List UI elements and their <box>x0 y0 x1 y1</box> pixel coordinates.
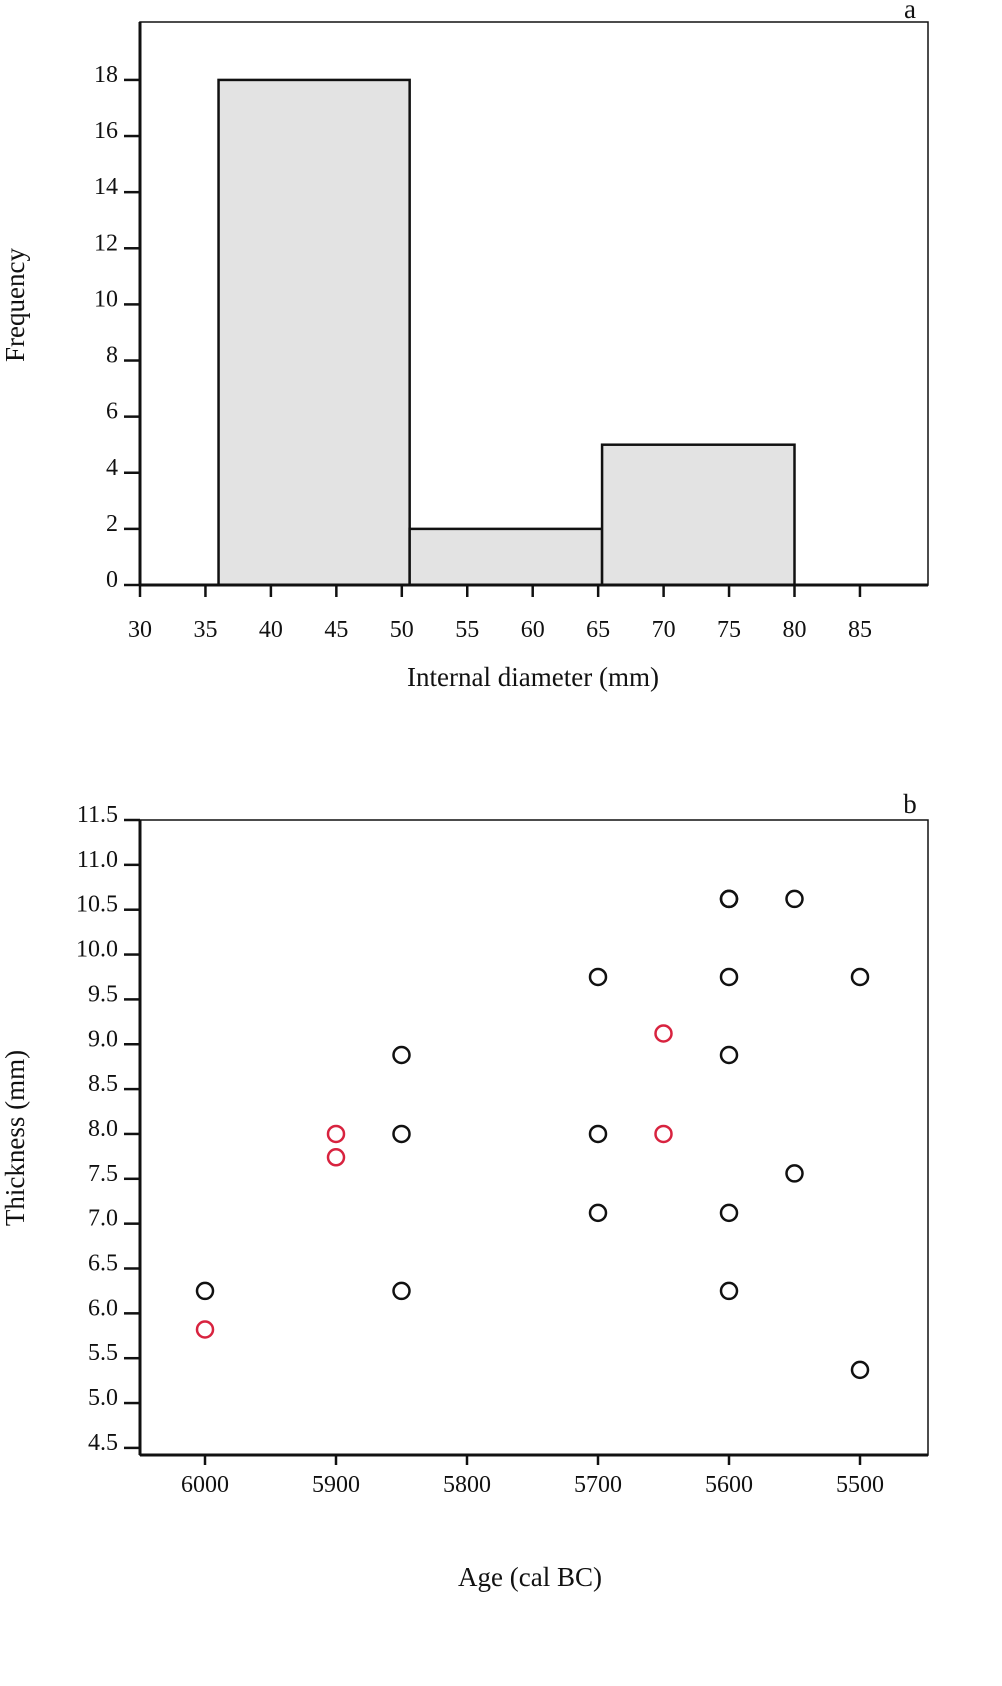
y-tick-label: 6 <box>106 399 118 425</box>
histogram-bar-1 <box>408 527 604 587</box>
x-tick-label: 5600 <box>705 1472 753 1498</box>
y-tick-label: 6.0 <box>88 1295 118 1321</box>
histogram-bar-0 <box>217 78 411 587</box>
y-tick-label: 10 <box>94 286 118 312</box>
x-tick-label: 40 <box>259 617 283 643</box>
y-tick-label: 8.0 <box>88 1116 118 1142</box>
y-tick-label: 8.5 <box>88 1071 118 1097</box>
y-tick-label: 7.5 <box>88 1161 118 1187</box>
y-tick-label: 16 <box>94 118 118 144</box>
histogram-panel-a: a Internal diameter (mm) Frequency 0 2 4 6 8… <box>0 0 929 692</box>
data-point-black <box>850 967 870 987</box>
data-point-black <box>785 889 804 909</box>
x-tick-label: 5800 <box>443 1472 491 1498</box>
data-point-black <box>392 1281 411 1301</box>
y-tick-label: 14 <box>94 174 118 200</box>
x-tick-label: 30 <box>128 617 152 643</box>
data-point-black <box>719 1203 739 1223</box>
data-point-black <box>719 1281 739 1301</box>
y-axis-label-b: Thickness (mm) <box>0 1050 30 1226</box>
y-tick-label: 12 <box>94 230 118 256</box>
panel-label-b: b <box>903 789 917 819</box>
panel-label-a: a <box>904 0 916 24</box>
y-tick-label: 10.5 <box>76 892 118 918</box>
data-point-black <box>785 1164 804 1183</box>
y-tick-label: 9.5 <box>88 981 118 1007</box>
data-point-red <box>326 1148 346 1167</box>
scatter-panel-b: b Age (cal BC) Thickness (mm) 4.5 5.0 5.5 6… <box>0 789 929 1592</box>
x-tick-label: 6000 <box>181 1472 229 1498</box>
data-point-black <box>588 1124 608 1144</box>
data-point-black <box>392 1124 411 1144</box>
x-tick-label: 35 <box>193 617 217 643</box>
y-tick-label: 0 <box>106 567 118 593</box>
y-tick-label: 18 <box>94 62 118 88</box>
x-tick-label: 85 <box>848 617 872 643</box>
data-point-black <box>392 1045 411 1065</box>
y-tick-label: 4 <box>106 455 118 481</box>
x-tick-label: 5700 <box>574 1472 622 1498</box>
x-tick-label: 5900 <box>312 1472 360 1498</box>
x-tick-label: 5500 <box>836 1472 884 1498</box>
data-point-red <box>326 1124 346 1144</box>
x-tick-label: 55 <box>455 617 479 643</box>
y-tick-label: 8 <box>106 343 118 369</box>
x-tick-label: 45 <box>324 617 348 643</box>
y-tick-label: 6.5 <box>88 1251 118 1277</box>
x-tick-label: 65 <box>586 617 610 643</box>
x-tick-label: 70 <box>652 617 676 643</box>
y-tick-label: 5.0 <box>88 1385 118 1411</box>
y-axis-label-a: Frequency <box>0 248 30 362</box>
y-tick-label: 11.0 <box>77 847 118 873</box>
data-point-black <box>195 1281 215 1301</box>
data-point-red <box>654 1124 673 1144</box>
x-tick-label: 75 <box>717 617 741 643</box>
y-tick-label: 7.0 <box>88 1206 118 1232</box>
x-tick-label: 60 <box>521 617 545 643</box>
y-tick-label: 9.0 <box>88 1026 118 1052</box>
y-tick-label: 2 <box>106 511 118 537</box>
data-point-black <box>719 889 739 909</box>
histogram-bar-2 <box>600 443 796 587</box>
y-tick-label: 10.0 <box>76 937 118 963</box>
x-axis-label-a: Internal diameter (mm) <box>407 662 659 692</box>
data-point-black <box>719 1045 739 1065</box>
data-point-black <box>850 1360 870 1380</box>
x-axis-label-b: Age (cal BC) <box>458 1562 602 1592</box>
data-point-black <box>588 1203 608 1223</box>
plot-frame <box>139 819 929 1456</box>
x-tick-label: 80 <box>783 617 807 643</box>
data-point-red <box>195 1320 215 1339</box>
y-tick-label: 4.5 <box>88 1430 118 1456</box>
y-tick-label: 5.5 <box>88 1340 118 1366</box>
data-point-red <box>654 1024 673 1043</box>
data-point-black <box>588 967 608 987</box>
data-point-black <box>719 967 739 987</box>
x-tick-label: 50 <box>390 617 414 643</box>
y-tick-label: 11.5 <box>77 802 118 828</box>
